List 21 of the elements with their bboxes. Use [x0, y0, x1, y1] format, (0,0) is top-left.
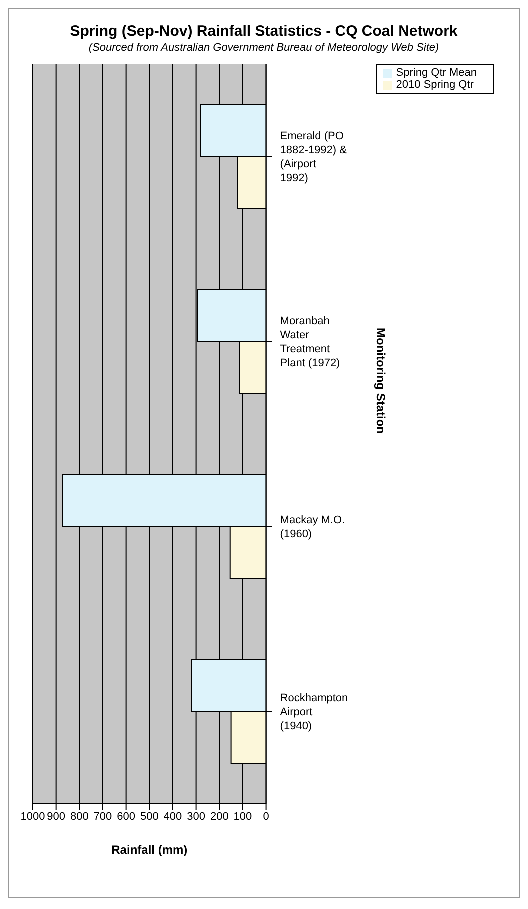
- x-tick-label: 900: [47, 810, 66, 823]
- y-axis-title: Monitoring Station: [374, 328, 388, 434]
- y-tick-label: Moranbah Water Treatment Plant (1972): [280, 316, 340, 370]
- y-tick-label: Emerald (PO 1882-1992) & (Airport 1992): [280, 130, 348, 184]
- x-tick-label: 400: [164, 810, 182, 823]
- legend-label: 2010 Spring Qtr: [396, 79, 474, 91]
- x-tick-label: 200: [210, 810, 229, 823]
- x-axis-title: Rainfall (mm): [112, 843, 188, 857]
- legend-label: Spring Qtr Mean: [396, 67, 477, 79]
- x-tick-label: 500: [140, 810, 159, 823]
- y-tick-label: Rockhampton Airport (1940): [280, 692, 348, 732]
- x-tick-label: 300: [187, 810, 206, 823]
- x-tick-label: 1000: [20, 810, 46, 823]
- chart-subtitle: (Sourced from Australian Government Bureau of Meteorology Web Site): [88, 42, 440, 54]
- chart-title: Spring (Sep-Nov) Rainfall Statistics - CQ Coal Network: [69, 23, 459, 40]
- x-tick-label: 0: [263, 810, 270, 823]
- y-tick-label: Mackay M.O. (1960): [280, 514, 346, 540]
- x-tick-label: 800: [70, 810, 89, 823]
- x-tick-label: 600: [117, 810, 136, 823]
- x-tick-label: 700: [94, 810, 112, 823]
- x-tick-label: 100: [234, 810, 252, 823]
